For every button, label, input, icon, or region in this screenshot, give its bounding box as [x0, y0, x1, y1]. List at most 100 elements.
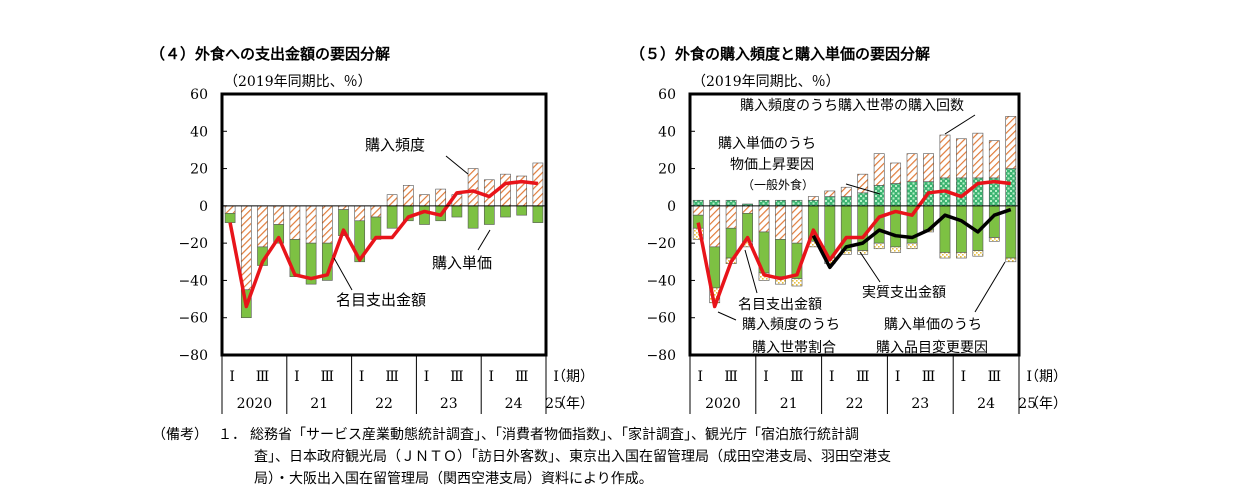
annotation-arrow — [859, 251, 881, 283]
x-quarter-label: Ⅰ — [961, 369, 967, 385]
bar-inflation-factor — [791, 199, 803, 207]
bar-purchase-count — [758, 205, 770, 233]
x-quarter-label: Ⅰ — [697, 369, 703, 385]
y-tick-label: −80 — [178, 348, 208, 364]
x-quarter-label: Ⅰ — [829, 369, 835, 385]
bar-household-share — [775, 276, 786, 285]
bar-inflation-factor — [775, 199, 786, 207]
bar-purchase-count — [709, 205, 721, 248]
notes-line-2: 査」、日本政府観光局（ＪＮＴＯ）「訪日外客数」、東京出入国在留管理局（成田空港支… — [254, 449, 891, 465]
bar-purchase-count — [906, 153, 918, 182]
x-quarter-label: Ⅰ — [229, 369, 235, 385]
line-nominal-spending — [228, 179, 539, 309]
bar-item-mix-factor — [775, 239, 786, 278]
bar-inflation-factor — [692, 199, 704, 207]
y-tick-label: 40 — [658, 124, 676, 140]
period-label: （期） — [1025, 369, 1067, 385]
bar-household-share — [873, 242, 885, 250]
bar-household-share — [857, 250, 869, 255]
bar-unit-price — [354, 220, 366, 263]
chart4-title: （４）外食への支出金額の要因分解 — [150, 45, 391, 63]
bar-unit-price — [338, 209, 349, 236]
bar-purchase-count — [791, 205, 803, 244]
x-quarter-label: Ⅰ — [1026, 369, 1032, 385]
notes-label: （備考） — [152, 427, 208, 443]
x-quarter-label: Ⅲ — [724, 369, 738, 385]
bar-purchase-count — [775, 205, 786, 240]
bar-household-share — [988, 237, 1000, 242]
period-label: （期） — [552, 369, 594, 385]
x-year-label: 2020 — [237, 396, 273, 412]
annotation-arrow — [717, 311, 737, 321]
y-tick-label: 20 — [190, 162, 208, 178]
bar-inflation-factor — [906, 181, 918, 207]
x-quarter-label: Ⅰ — [294, 369, 300, 385]
bar-purchase-count — [1005, 116, 1017, 169]
x-year-label: 2020 — [705, 396, 741, 412]
annotation-inflation-3: （一般外食） — [742, 177, 814, 192]
bar-item-mix-factor — [956, 205, 967, 253]
annotation-item-mix-2: 購入品目変更要因 — [876, 339, 988, 356]
annotation-inflation-2: 物価上昇要因 — [730, 157, 814, 173]
y-tick-label: 0 — [199, 199, 208, 215]
x-year-label: 23 — [911, 396, 929, 412]
bar-purchase-count — [988, 140, 1000, 179]
bar-purchase-count — [840, 186, 852, 197]
y-tick-label: −80 — [646, 348, 676, 364]
bar-inflation-factor — [824, 196, 836, 207]
annotation-arrow — [445, 155, 469, 175]
bar-item-mix-factor — [1005, 205, 1017, 259]
bar-inflation-factor — [807, 199, 819, 207]
unit-label: （2019年同期比、％） — [224, 74, 372, 90]
bar-household-share — [906, 242, 918, 250]
bar-inflation-factor — [840, 196, 852, 207]
bar-household-share — [890, 246, 902, 253]
x-year-label: 24 — [505, 396, 523, 412]
x-quarter-label: Ⅰ — [424, 369, 430, 385]
bar-purchase-count — [725, 205, 737, 229]
bar-purchase-count — [873, 153, 885, 186]
y-tick-label: 0 — [667, 199, 676, 215]
x-quarter-label: Ⅲ — [385, 369, 399, 385]
bar-inflation-factor — [709, 199, 721, 207]
x-quarter-label: Ⅲ — [856, 369, 870, 385]
plot-frame — [220, 92, 548, 357]
y-tick-label: 60 — [190, 87, 208, 103]
y-tick-label: −20 — [178, 236, 208, 252]
annotation-household-share-1: 購入頻度のうち — [742, 317, 840, 333]
annotation-household-share-2: 購入世帯割合 — [752, 339, 836, 356]
x-quarter-label: Ⅰ — [359, 369, 365, 385]
annotation-item-mix-1: 購入単価のうち — [884, 317, 982, 333]
annotation-purchase-count: 購入頻度のうち購入世帯の購入回数 — [740, 98, 964, 114]
annotation-nominal: 名目支出金額 — [336, 291, 426, 309]
y-tick-label: −60 — [646, 311, 676, 327]
notes-text: 総務省「サービス産業動態統計調査」、「消費者物価指数」、「家計調査」、観光庁「宿… — [250, 424, 1080, 490]
x-year-label: 21 — [780, 396, 798, 412]
x-year-label: 24 — [977, 396, 995, 412]
x-quarter-label: Ⅰ — [895, 369, 901, 385]
y-tick-label: 40 — [190, 124, 208, 140]
annotation-arrow — [333, 257, 353, 291]
line-real-spending — [811, 207, 1012, 270]
x-year-label: 22 — [846, 396, 864, 412]
x-quarter-label: Ⅲ — [450, 369, 464, 385]
bar-unit-price — [289, 239, 301, 278]
x-year-label: 22 — [375, 396, 393, 412]
x-year-label: 21 — [310, 396, 328, 412]
x-quarter-label: Ⅲ — [922, 369, 936, 385]
line-nominal-spending — [696, 179, 1011, 309]
x-quarter-label: Ⅲ — [790, 369, 804, 385]
year-label: （年） — [552, 396, 594, 412]
annotation-arrow — [845, 183, 881, 195]
annotation-frequency: 購入頻度 — [365, 136, 425, 154]
annotation-arrow — [477, 229, 491, 251]
bar-item-mix-factor — [873, 205, 885, 244]
annotation-inflation-1: 購入単価のうち — [718, 136, 816, 152]
notes-line-3: 局）・大阪出入国在留管理局（関西空港支局）資料により作成。 — [254, 471, 653, 487]
y-tick-label: −40 — [646, 273, 676, 289]
bar-household-share — [791, 278, 803, 287]
chart5-title: （５）外食の購入頻度と購入単価の要因分解 — [630, 45, 931, 63]
bar-item-mix-factor — [939, 205, 951, 253]
x-quarter-label: Ⅰ — [763, 369, 769, 385]
